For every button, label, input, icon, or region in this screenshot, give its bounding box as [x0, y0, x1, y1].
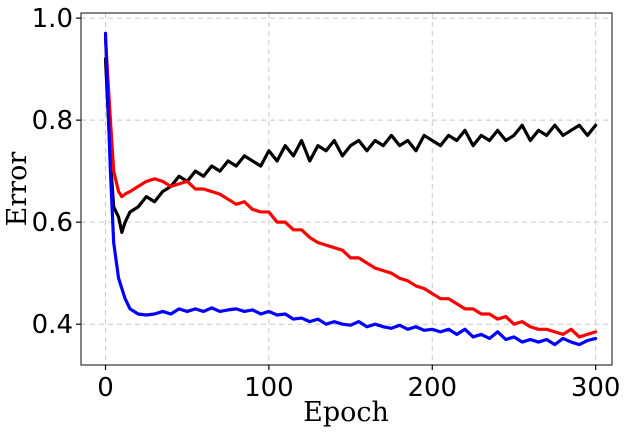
y-tick-label: 0.8	[32, 106, 73, 136]
y-tick-label: 1.0	[32, 4, 73, 34]
x-tick-label: 0	[97, 373, 114, 403]
tick-layer: 0 100 200 300 0.4 0.6 0.8 1.0	[32, 4, 621, 403]
series-line-1	[103, 36, 598, 339]
series-line-0	[103, 57, 598, 234]
y-tick-label: 0.4	[32, 310, 73, 340]
plot-frame	[80, 12, 613, 366]
series-line-2	[103, 31, 598, 347]
x-tick-label: 100	[244, 373, 294, 403]
y-axis-title: Error	[2, 152, 33, 227]
y-tick-label: 0.6	[32, 208, 73, 238]
series-layer	[103, 31, 598, 347]
x-tick-label: 200	[407, 373, 457, 403]
x-tick-label: 300	[571, 373, 621, 403]
x-axis-title: Epoch	[303, 397, 389, 428]
